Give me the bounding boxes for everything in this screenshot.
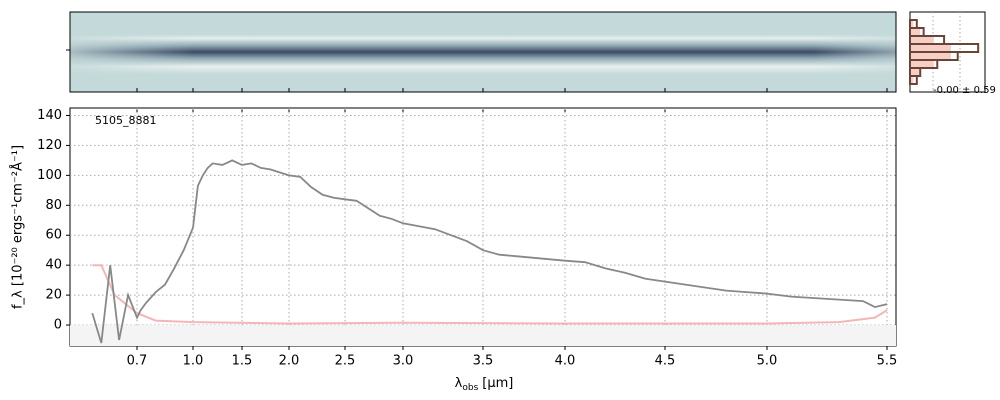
zero-band bbox=[70, 325, 896, 346]
x-tick-label: 1.0 bbox=[183, 354, 204, 369]
x-axis-title: λobs [μm] bbox=[455, 376, 514, 393]
object-id: 5105_8881 bbox=[95, 114, 157, 127]
hist-bar bbox=[910, 20, 914, 28]
hist-bar bbox=[910, 52, 951, 60]
x-tick-label: 0.7 bbox=[127, 354, 148, 369]
x-tick-label: 3.0 bbox=[393, 354, 414, 369]
x-tick-label: 4.0 bbox=[555, 354, 576, 369]
x-tick-label: 1.5 bbox=[232, 354, 253, 369]
spectrum-line bbox=[91, 159, 888, 344]
y-tick-label: 140 bbox=[37, 108, 62, 123]
y-tick-label: 100 bbox=[37, 168, 62, 183]
y-tick-label: 120 bbox=[37, 138, 62, 153]
y-tick-label: 0 bbox=[54, 318, 62, 333]
hist-annotation: -0.00 ± 0.59 bbox=[933, 85, 996, 96]
y-tick-label: 60 bbox=[45, 228, 62, 243]
hist-bar bbox=[909, 19, 918, 29]
y-tick-label: 40 bbox=[45, 258, 62, 273]
x-unit: [μm] bbox=[482, 376, 513, 391]
x-tick-label: 2.0 bbox=[279, 354, 300, 369]
y-axis-title: f_λ [10⁻²⁰ ergs⁻¹cm⁻²Å⁻¹] bbox=[10, 145, 26, 309]
hist-bar bbox=[910, 36, 934, 44]
x-tick-label: 4.5 bbox=[655, 354, 676, 369]
y-tick-label: 80 bbox=[45, 198, 62, 213]
hist-bar bbox=[910, 60, 934, 68]
hist-bar bbox=[909, 35, 946, 45]
spectrum-line bbox=[92, 264, 888, 325]
y-tick-label: 20 bbox=[45, 288, 62, 303]
x-tick-label: 5.5 bbox=[877, 354, 898, 369]
x-tick-label: 2.5 bbox=[335, 354, 356, 369]
x-tick-label: 5.0 bbox=[757, 354, 778, 369]
hist-bar bbox=[910, 44, 951, 52]
spectrum-2d-edges bbox=[70, 12, 896, 92]
hist-bar bbox=[910, 76, 914, 84]
x-symbol: λ bbox=[455, 376, 463, 391]
x-sub: obs bbox=[462, 383, 478, 393]
x-tick-label: 3.5 bbox=[473, 354, 494, 369]
hist-bar bbox=[910, 28, 921, 36]
hist-bar bbox=[910, 68, 921, 76]
